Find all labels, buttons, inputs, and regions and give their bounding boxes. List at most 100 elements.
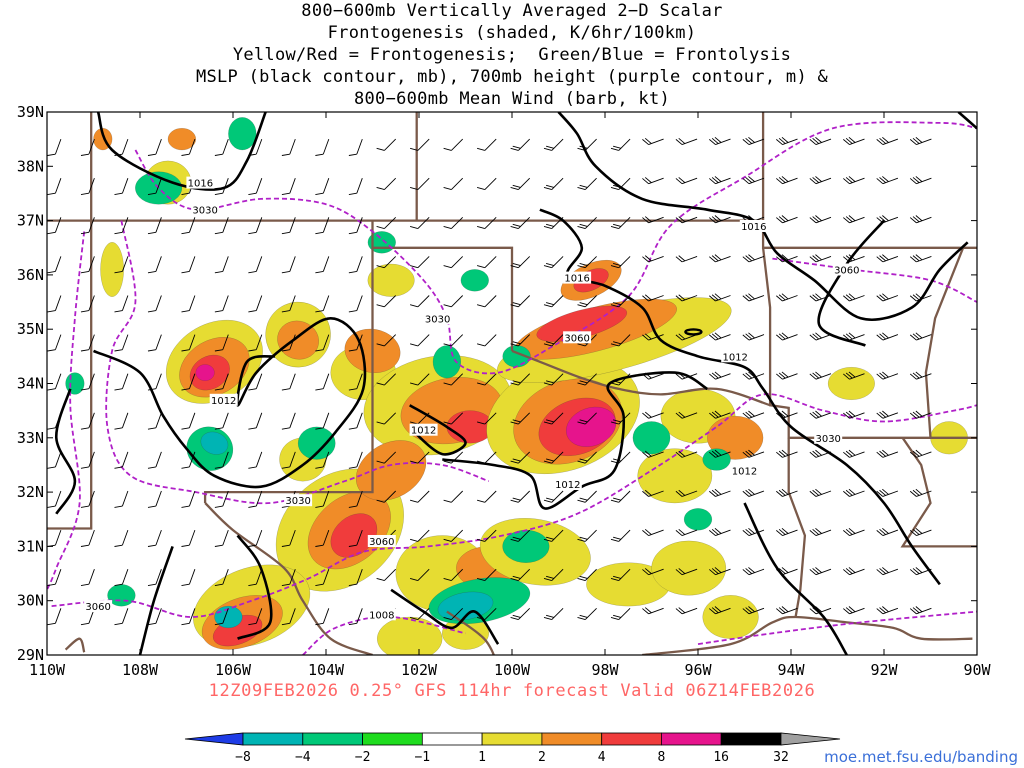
shade-patch bbox=[297, 426, 336, 460]
wind-barb bbox=[80, 529, 95, 547]
wind-barb bbox=[114, 569, 129, 587]
wind-barb bbox=[577, 138, 597, 151]
lat-label: 37N bbox=[17, 212, 44, 230]
mslp-contour bbox=[539, 208, 941, 586]
height-label: 3060 bbox=[834, 266, 859, 277]
wind-barb bbox=[409, 607, 430, 621]
wind-barb bbox=[214, 412, 229, 430]
wind-barb bbox=[577, 295, 597, 308]
shade-patch bbox=[377, 616, 443, 655]
wind-barb bbox=[281, 178, 296, 196]
wind-barb bbox=[443, 295, 464, 308]
wind-barb bbox=[409, 177, 430, 190]
colorbar-swatch bbox=[601, 732, 662, 746]
wind-barb bbox=[610, 256, 631, 269]
wind-barb bbox=[409, 256, 430, 269]
river-border bbox=[511, 349, 771, 407]
wind-barb bbox=[577, 256, 597, 269]
mslp-contour bbox=[817, 219, 885, 347]
wind-barb bbox=[248, 529, 263, 547]
lat-label: 39N bbox=[17, 103, 44, 121]
lon-label: 90W bbox=[963, 661, 991, 679]
wind-barb bbox=[476, 138, 497, 151]
lat-label: 31N bbox=[17, 537, 44, 555]
shade-patch bbox=[367, 263, 415, 297]
lon-label: 100W bbox=[494, 661, 531, 679]
wind-barb bbox=[843, 215, 865, 224]
height-label-bg bbox=[423, 312, 452, 325]
wind-barb bbox=[843, 527, 865, 536]
wind-barb bbox=[476, 568, 497, 581]
mslp-contour bbox=[54, 388, 77, 515]
wind-barb bbox=[709, 410, 731, 419]
wind-barb bbox=[809, 332, 832, 341]
wind-barb bbox=[214, 178, 229, 196]
wind-barb bbox=[709, 254, 731, 263]
wind-barb bbox=[510, 295, 531, 308]
wind-barb bbox=[577, 529, 597, 542]
wind-barb bbox=[675, 607, 698, 615]
wind-barb bbox=[675, 528, 698, 536]
lat-label: 32N bbox=[17, 483, 44, 501]
wind-barb bbox=[409, 216, 430, 230]
mslp-label-bg bbox=[563, 271, 592, 284]
lon-label: 110W bbox=[29, 661, 66, 679]
colorbar-label: 1 bbox=[478, 750, 486, 765]
wind-barb bbox=[742, 136, 765, 145]
wind-barb bbox=[476, 451, 497, 464]
title-line-2: Frontogenesis (shaded, K/6hr/100km) bbox=[327, 23, 697, 43]
wind-barb bbox=[876, 136, 899, 145]
colorbar-swatch bbox=[362, 732, 423, 746]
wind-barb bbox=[315, 138, 330, 156]
wind-barb bbox=[80, 373, 95, 391]
wind-barb bbox=[909, 449, 932, 458]
wind-barb bbox=[709, 176, 731, 185]
wind-barb bbox=[709, 488, 731, 497]
river-border bbox=[64, 637, 86, 653]
wind-barb bbox=[577, 216, 597, 230]
wind-barb bbox=[909, 254, 932, 263]
wind-barb bbox=[181, 295, 196, 313]
wind-barb bbox=[476, 529, 497, 542]
wind-barb bbox=[281, 529, 296, 547]
height-label: 3060 bbox=[85, 602, 110, 613]
mslp-label: 1016 bbox=[188, 179, 213, 190]
wind-barb bbox=[147, 608, 162, 626]
wind-barb bbox=[843, 488, 865, 497]
wind-barb bbox=[181, 569, 196, 587]
wind-barb bbox=[776, 293, 798, 302]
mslp-contour bbox=[138, 545, 174, 655]
mslp-label: 1012 bbox=[211, 396, 236, 407]
wind-barb bbox=[543, 490, 564, 503]
wind-barb bbox=[742, 176, 765, 185]
wind-barb bbox=[281, 334, 296, 352]
wind-barb bbox=[476, 295, 497, 308]
wind-barb bbox=[642, 568, 664, 576]
wind-barb bbox=[147, 256, 162, 274]
wind-barb bbox=[376, 216, 397, 230]
wind-barb bbox=[376, 177, 397, 190]
wind-barb bbox=[80, 451, 95, 469]
height-label-bg bbox=[84, 600, 113, 613]
wind-barb bbox=[114, 178, 129, 196]
title-line-5: 800−600mb Mean Wind (barb, kt) bbox=[353, 89, 671, 109]
wind-barb bbox=[675, 137, 698, 145]
wind-barb bbox=[181, 412, 196, 430]
wind-barb bbox=[315, 490, 330, 508]
wind-barb bbox=[742, 293, 765, 302]
wind-barb bbox=[214, 256, 229, 274]
height-contours bbox=[47, 121, 977, 655]
mslp-contour bbox=[557, 112, 969, 321]
state-border bbox=[47, 112, 93, 530]
wind-barb bbox=[80, 569, 95, 587]
contour-labels: 1016 1016 1016 1012 1012 1012 1012 1012 1008 3030… bbox=[84, 176, 861, 621]
wind-barb bbox=[80, 178, 95, 196]
credit-link[interactable]: moe.met.fsu.edu/banding bbox=[824, 748, 1018, 766]
wind-barb bbox=[47, 490, 62, 508]
height-label-bg bbox=[367, 535, 396, 547]
wind-barb bbox=[443, 451, 464, 464]
wind-barb bbox=[709, 215, 731, 224]
wind-barb bbox=[610, 177, 631, 190]
wind-barb bbox=[776, 449, 798, 458]
colorbar-label: −4 bbox=[295, 750, 311, 765]
